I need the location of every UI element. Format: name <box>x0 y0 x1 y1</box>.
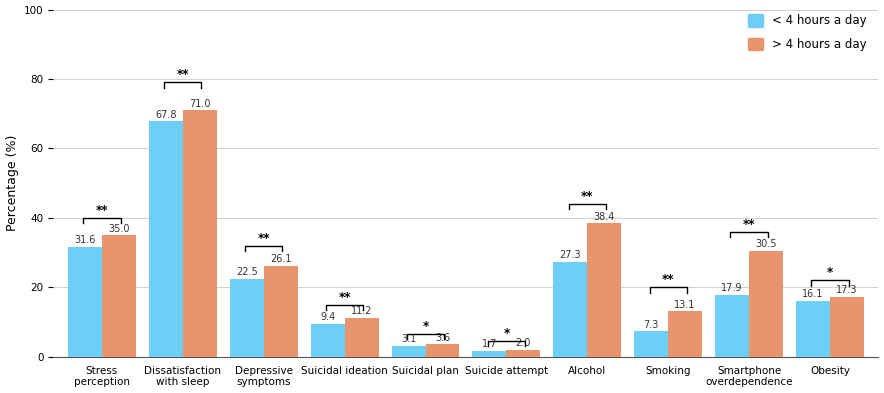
Text: 27.3: 27.3 <box>560 250 581 260</box>
Text: 17.3: 17.3 <box>836 285 857 295</box>
Text: **: ** <box>743 218 755 231</box>
Bar <box>796 301 830 357</box>
Bar <box>425 344 460 357</box>
Text: 2.0: 2.0 <box>515 338 531 348</box>
Text: **: ** <box>581 190 593 203</box>
Bar <box>668 311 702 357</box>
Text: 31.6: 31.6 <box>74 235 95 245</box>
Bar <box>749 251 783 357</box>
Legend: < 4 hours a day, > 4 hours a day: < 4 hours a day, > 4 hours a day <box>743 9 873 57</box>
Bar <box>392 346 425 357</box>
Text: **: ** <box>95 204 108 217</box>
Bar <box>634 331 668 357</box>
Bar <box>310 324 345 357</box>
Bar <box>345 318 378 357</box>
Text: 17.9: 17.9 <box>721 283 743 293</box>
Text: **: ** <box>177 68 189 81</box>
Bar <box>102 235 136 357</box>
Text: 7.3: 7.3 <box>644 320 659 330</box>
Y-axis label: Percentage (%): Percentage (%) <box>5 135 19 231</box>
Bar <box>553 262 587 357</box>
Text: 9.4: 9.4 <box>320 312 335 322</box>
Text: 11.2: 11.2 <box>351 306 372 316</box>
Text: 22.5: 22.5 <box>236 267 257 277</box>
Bar <box>230 279 263 357</box>
Bar <box>68 247 102 357</box>
Bar <box>183 110 217 357</box>
Text: 30.5: 30.5 <box>755 239 777 249</box>
Bar <box>149 121 183 357</box>
Text: 1.7: 1.7 <box>482 339 497 349</box>
Text: 3.1: 3.1 <box>401 334 416 344</box>
Text: 35.0: 35.0 <box>108 224 130 233</box>
Text: 13.1: 13.1 <box>674 299 696 310</box>
Text: 71.0: 71.0 <box>189 99 210 108</box>
Text: 16.1: 16.1 <box>803 289 824 299</box>
Text: **: ** <box>257 231 270 245</box>
Text: *: * <box>423 320 429 333</box>
Text: 38.4: 38.4 <box>593 212 615 222</box>
Bar <box>472 351 507 357</box>
Bar <box>507 350 540 357</box>
Bar <box>263 266 298 357</box>
Bar <box>715 295 749 357</box>
Text: 3.6: 3.6 <box>435 332 450 343</box>
Text: 26.1: 26.1 <box>270 254 292 264</box>
Text: *: * <box>503 327 509 340</box>
Text: 67.8: 67.8 <box>155 110 177 119</box>
Text: *: * <box>827 266 833 279</box>
Text: **: ** <box>339 291 351 304</box>
Text: **: ** <box>662 273 674 286</box>
Bar <box>830 297 864 357</box>
Bar <box>587 224 621 357</box>
